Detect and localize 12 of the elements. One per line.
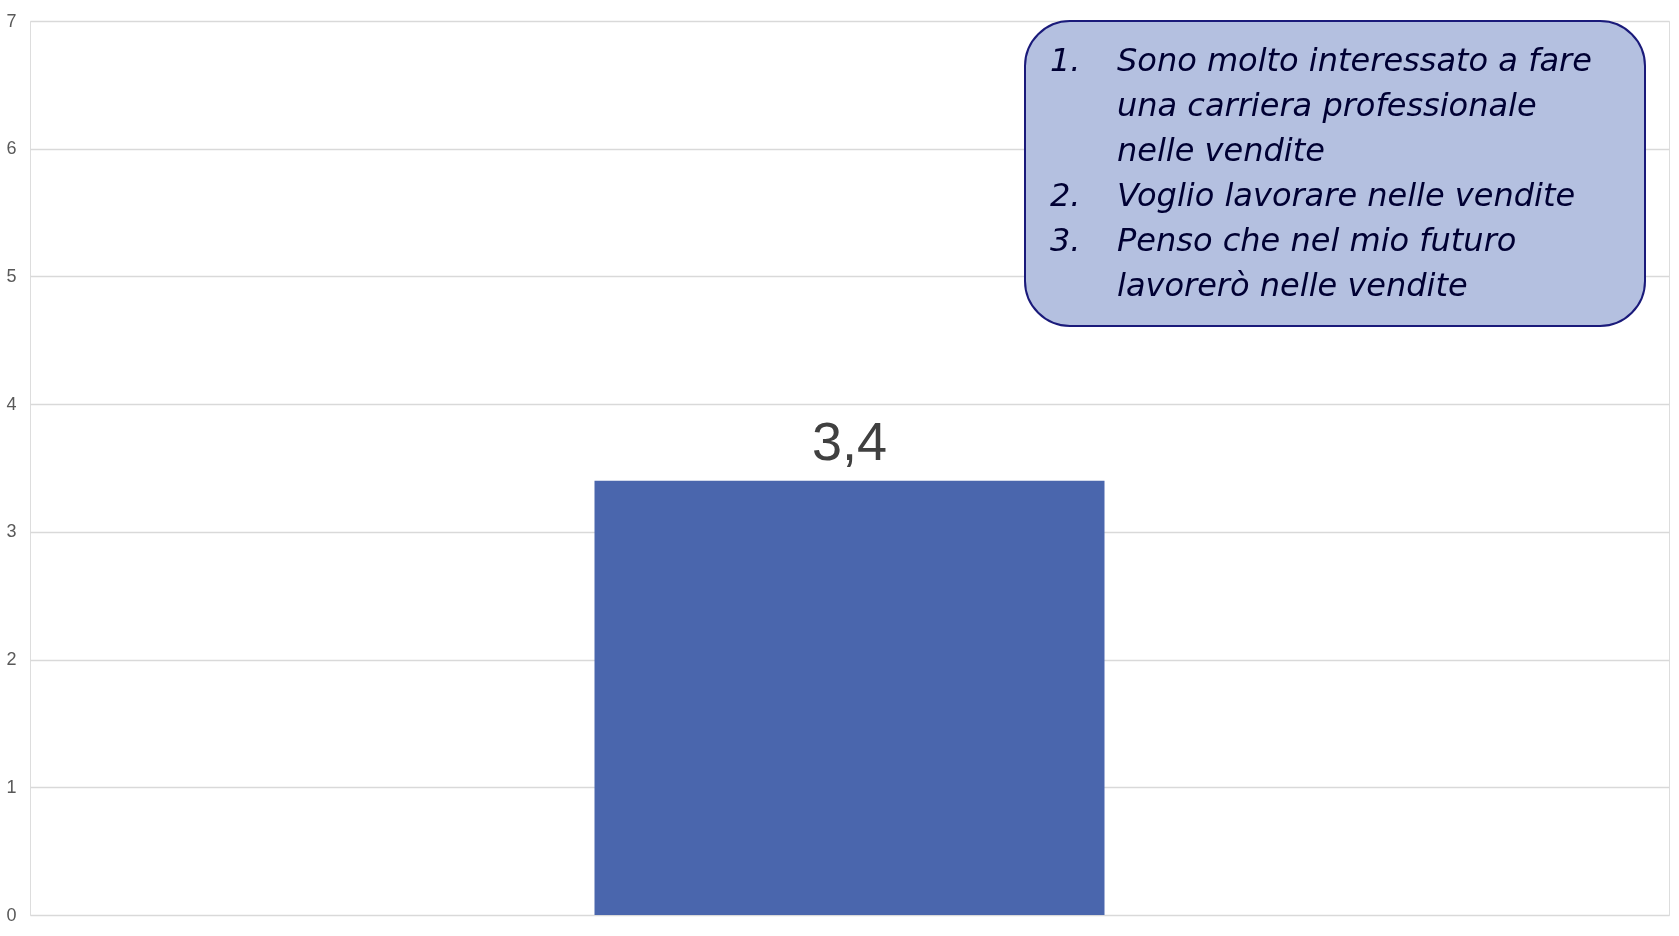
y-tick-label: 7 — [6, 10, 17, 31]
y-tick-label: 6 — [6, 138, 17, 159]
y-tick-label: 0 — [6, 904, 17, 925]
y-tick-label: 5 — [6, 265, 17, 286]
y-tick-label: 2 — [6, 649, 17, 670]
y-tick-label: 1 — [6, 776, 17, 797]
text: 3. Penso che nel mio futuro lavorerò nelle vendite — [1050, 221, 1517, 304]
y-tick-label: 4 — [6, 393, 17, 414]
y-tick-label: 3 — [6, 521, 17, 542]
data-label: 3,4 — [811, 410, 888, 471]
text: 2. Voglio lavorare nelle vendite — [1050, 176, 1576, 214]
text: 1. Sono molto interessato a fare una carriera professionale nelle vendite — [1050, 41, 1592, 169]
